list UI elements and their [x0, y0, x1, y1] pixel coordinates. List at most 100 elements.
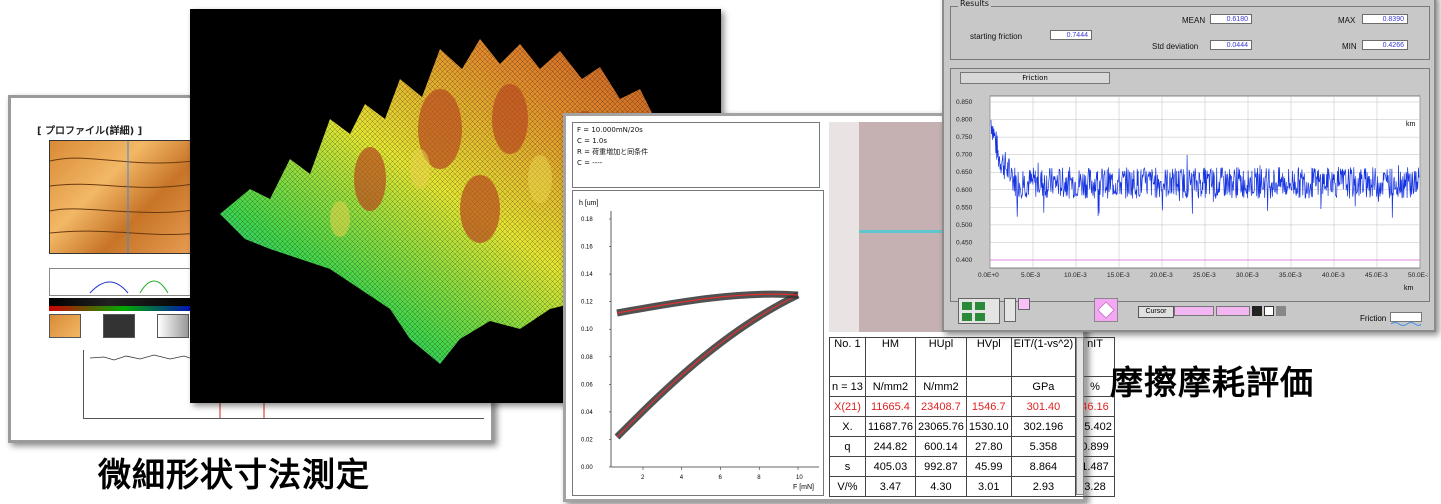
x-axis-label: F [mN] [793, 484, 814, 491]
zoom-in-icon[interactable] [962, 302, 972, 310]
results-group [950, 6, 1430, 60]
friction-chart: 0.850 0.800 0.750 0.700 0.650 0.600 0.550 0.500… [956, 95, 1428, 292]
friction-window: Results starting friction 0.7444 MEAN 0.… [942, 0, 1436, 332]
table-cell [965, 376, 1012, 397]
table-row[interactable]: q 244.82 600.14 27.80 5.358 0.899 [829, 436, 1115, 457]
x-tick-label: 20.0E-3 [1150, 272, 1173, 279]
thumbnail-bright[interactable] [157, 314, 189, 338]
table-cell: 27.80 [965, 436, 1012, 457]
std-deviation-label: Std deviation [1152, 42, 1199, 51]
test-conditions-panel: F = 10.000mN/20s C = 1.0s R = 荷重増加と同条件 C… [572, 122, 820, 188]
y-tick-label: 0.14 [581, 272, 593, 278]
table-cell: q [829, 436, 866, 457]
x-tick-label: 15.0E-3 [1107, 272, 1130, 279]
fit-icon[interactable] [975, 313, 985, 321]
table-header-cell: No. 1 [829, 337, 866, 377]
y-axis-label: h [um] [579, 200, 599, 207]
table-cell: GPa [1010, 376, 1077, 397]
table-row[interactable]: s 405.03 992.87 45.99 8.864 1.487 [829, 456, 1115, 477]
gray-scale-bar [49, 298, 199, 306]
table-row[interactable]: V/% 3.47 4.30 3.01 2.93 3.28 [829, 476, 1115, 497]
color-scale-bar [49, 306, 199, 311]
color-swatch[interactable] [1018, 298, 1030, 310]
table-cell: s [829, 456, 866, 477]
x-tick-label: 45.0E-3 [1365, 272, 1388, 279]
y-tick-label: 0.750 [956, 134, 973, 141]
y-tick-label: 0.800 [956, 117, 973, 124]
condition-line: F = 10.000mN/20s [577, 126, 643, 134]
x-tick-label: 6 [719, 475, 723, 481]
y-tick-label: 0.600 [956, 187, 973, 194]
cursor-button[interactable]: Cursor [1138, 306, 1174, 318]
x-tick-label: 10 [796, 475, 803, 481]
table-cell: 11687.76 [864, 416, 916, 437]
starting-friction-value: 0.7444 [1050, 30, 1092, 40]
y-tick-label: 0.10 [581, 327, 593, 333]
table-cell: 244.82 [864, 436, 916, 457]
table-header-cell: HM [864, 337, 916, 377]
thumbnail-color[interactable] [49, 314, 81, 338]
table-cell: X. [829, 416, 866, 437]
profile-caption: 微細形状寸法測定 [98, 455, 370, 494]
starting-friction-label: starting friction [970, 32, 1023, 41]
y-tick-label: 0.00 [581, 465, 593, 471]
x-tick-label: 35.0E-3 [1279, 272, 1302, 279]
table-cell: 2.93 [1010, 476, 1077, 497]
cursor-lock-icon[interactable] [1276, 306, 1286, 316]
table-cell: 5.358 [1010, 436, 1077, 457]
histogram-panel [49, 268, 201, 296]
x-tick-label: 2 [641, 475, 645, 481]
table-cell: N/mm2 [864, 376, 916, 397]
friction-series-line [990, 119, 1420, 218]
y-tick-label: 0.400 [956, 257, 973, 264]
table-cell: 1530.10 [965, 416, 1012, 437]
min-label: MIN [1342, 42, 1357, 51]
table-cell: 23408.7 [914, 396, 967, 417]
max-label: MAX [1338, 16, 1356, 25]
table-header-cell: HVpl [965, 337, 1012, 377]
friction-plot-group [950, 68, 1430, 302]
table-cell: n = 13 [829, 376, 866, 397]
table-cell: 4.30 [914, 476, 967, 497]
y-tick-label: 0.500 [956, 222, 973, 229]
pan-icon[interactable] [962, 313, 972, 321]
x-unit-label: km [1404, 285, 1414, 292]
table-cell: V/% [829, 476, 866, 497]
table-cell: 1546.7 [965, 396, 1012, 417]
table-cell: 3.28 [1075, 476, 1115, 497]
cursor-value-2 [1216, 306, 1250, 316]
y-tick-label: 0.12 [581, 300, 593, 306]
y-tick-label: 0.18 [581, 217, 593, 223]
table-cell: 301.40 [1010, 396, 1077, 417]
thumbnail-gray[interactable] [103, 314, 135, 338]
print-icon[interactable] [1004, 298, 1016, 322]
cursor-toggle[interactable] [1252, 306, 1262, 316]
std-deviation-value: 0.0444 [1210, 40, 1252, 50]
table-scrollbar[interactable] [1076, 337, 1084, 495]
results-group-label: Results [958, 0, 991, 8]
x-tick-label: 0.0E+0 [978, 272, 999, 279]
table-cell: 3.01 [965, 476, 1012, 497]
zoom-out-icon[interactable] [975, 302, 985, 310]
table-cell: 45.99 [965, 456, 1012, 477]
table-cell: 3.47 [864, 476, 916, 497]
zoom-controls[interactable] [958, 298, 1000, 324]
microscope-image [49, 140, 211, 254]
table-cell: 11665.4 [864, 396, 916, 417]
min-value: 0.4266 [1362, 40, 1408, 50]
y-tick-label: 0.700 [956, 152, 973, 159]
legend-label: Friction [1360, 314, 1387, 323]
x-tick-label: 8 [757, 475, 761, 481]
navigate-diamond-icon[interactable] [1094, 298, 1118, 322]
y-tick-label: 0.16 [581, 245, 593, 251]
table-row[interactable]: X. 11687.76 23065.76 1530.10 302.196 45.… [829, 416, 1115, 437]
mean-value: 0.6180 [1210, 14, 1252, 24]
y-tick-label: 0.550 [956, 204, 973, 211]
load-depth-graph: h [um] 0.18 0.16 0.14 0.12 0.10 0.08 0.06 0.04 0… [572, 190, 824, 496]
x-tick-label: 40.0E-3 [1322, 272, 1345, 279]
table-row[interactable]: X(21) 11665.4 23408.7 1546.7 301.40 46.1… [829, 396, 1115, 417]
table-cell: 992.87 [914, 456, 967, 477]
x-tick-label: 5.0E-3 [1021, 272, 1041, 279]
table-header-cell: HUpl [914, 337, 967, 377]
cursor-toggle-2[interactable] [1264, 306, 1274, 316]
